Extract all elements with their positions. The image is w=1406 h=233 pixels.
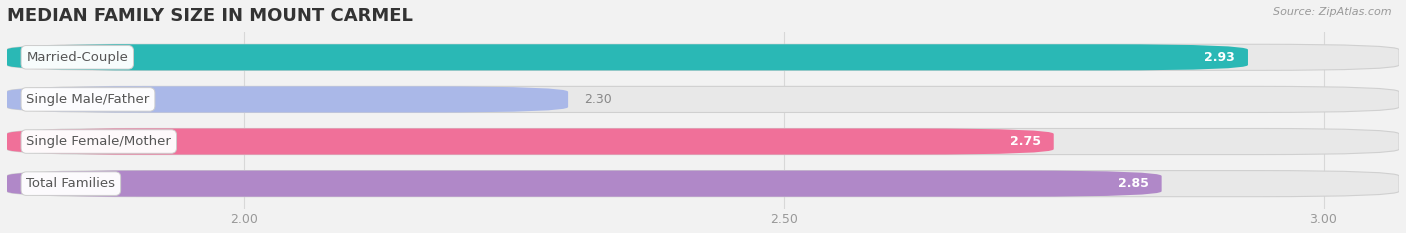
Text: Married-Couple: Married-Couple [27,51,128,64]
FancyBboxPatch shape [7,86,568,113]
FancyBboxPatch shape [7,128,1053,154]
Text: 2.85: 2.85 [1118,177,1149,190]
Text: Single Female/Mother: Single Female/Mother [27,135,172,148]
FancyBboxPatch shape [7,44,1399,70]
Text: Single Male/Father: Single Male/Father [27,93,149,106]
FancyBboxPatch shape [7,86,1399,113]
Text: MEDIAN FAMILY SIZE IN MOUNT CARMEL: MEDIAN FAMILY SIZE IN MOUNT CARMEL [7,7,413,25]
FancyBboxPatch shape [7,128,1399,154]
Text: Total Families: Total Families [27,177,115,190]
Text: 2.30: 2.30 [585,93,612,106]
FancyBboxPatch shape [7,44,1249,70]
Text: Source: ZipAtlas.com: Source: ZipAtlas.com [1274,7,1392,17]
Text: 2.75: 2.75 [1010,135,1040,148]
FancyBboxPatch shape [7,171,1399,197]
FancyBboxPatch shape [7,171,1161,197]
Text: 2.93: 2.93 [1205,51,1234,64]
